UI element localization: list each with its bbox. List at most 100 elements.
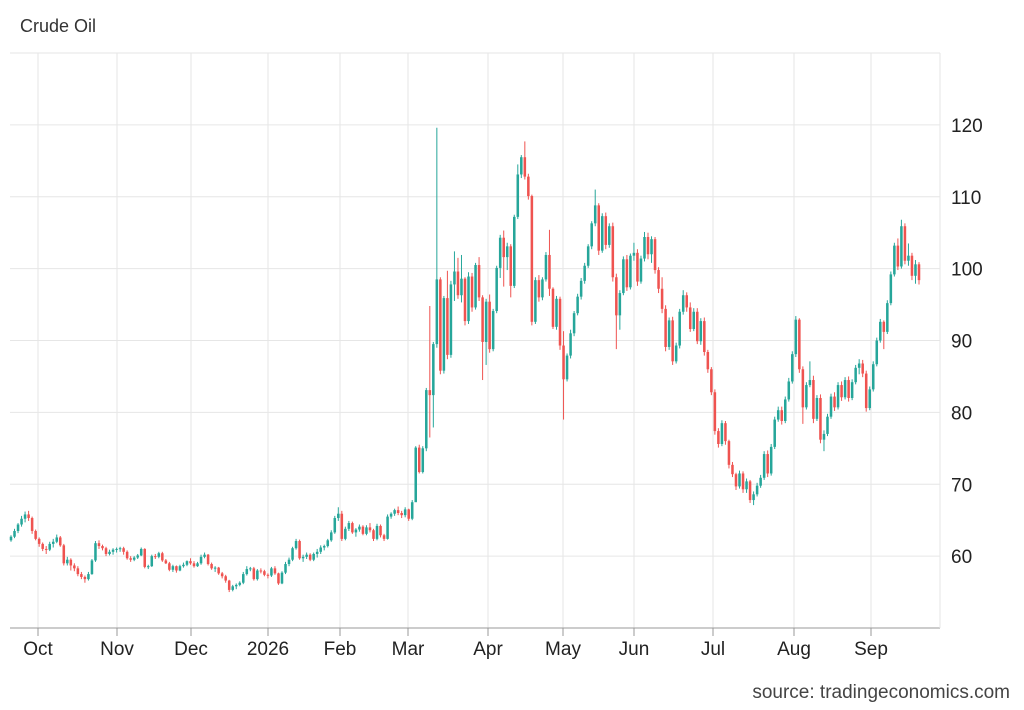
y-tick-label: 100 — [951, 260, 983, 281]
candle — [122, 546, 125, 555]
candle-body — [699, 321, 703, 342]
candle-body — [864, 373, 868, 409]
candle-body — [456, 271, 460, 296]
candle-body — [59, 537, 62, 546]
candle — [410, 500, 414, 521]
candle — [379, 524, 382, 538]
candle — [692, 308, 696, 332]
candle-body — [527, 176, 530, 197]
candle — [442, 295, 446, 374]
candle — [393, 508, 396, 516]
candle-body — [347, 523, 351, 529]
candle — [875, 337, 879, 367]
candle-body — [917, 264, 921, 281]
candle — [562, 331, 565, 420]
candle-body — [192, 563, 196, 567]
candle — [125, 550, 129, 560]
candle — [439, 277, 442, 375]
candle — [326, 538, 330, 548]
candle-body — [73, 565, 76, 569]
candle — [498, 234, 502, 278]
candle — [815, 395, 819, 421]
candle-body — [847, 380, 850, 398]
candle-body — [340, 513, 344, 539]
candle — [713, 389, 717, 435]
candle-body — [256, 570, 259, 580]
candle — [168, 561, 171, 572]
candle-body — [407, 509, 410, 519]
candle — [783, 396, 787, 424]
candle — [558, 296, 562, 350]
candle-body — [157, 553, 161, 557]
candle-body — [657, 270, 660, 289]
candle — [840, 381, 843, 401]
candle — [136, 553, 139, 559]
candle — [481, 295, 484, 381]
candle — [115, 547, 118, 553]
candle-body — [301, 556, 305, 559]
axes — [10, 52, 941, 636]
candle-body — [182, 564, 185, 567]
candle — [382, 533, 386, 542]
candle — [798, 318, 801, 373]
candle — [9, 535, 13, 542]
candle — [474, 262, 477, 310]
candle-body — [871, 364, 875, 390]
candle — [161, 551, 164, 562]
candle-body — [541, 279, 544, 298]
candle-body — [410, 502, 414, 519]
candle-body — [171, 566, 175, 570]
candle-body — [629, 255, 632, 288]
candle — [520, 155, 523, 179]
candle — [238, 581, 242, 587]
candle-body — [463, 278, 467, 322]
candle-body — [590, 223, 593, 247]
candle — [660, 277, 664, 314]
candle — [242, 571, 245, 585]
candle-body — [685, 295, 688, 308]
candle — [108, 549, 111, 556]
candle-body — [903, 226, 907, 261]
candle — [139, 547, 143, 557]
candle — [104, 546, 108, 557]
candle-body — [34, 530, 37, 539]
candle-body — [189, 561, 192, 564]
candle-body — [748, 481, 752, 501]
candle — [66, 556, 69, 566]
candle — [217, 566, 220, 575]
candle — [13, 528, 16, 539]
candle — [287, 557, 291, 567]
candle-body — [829, 396, 833, 417]
x-tick-label: Dec — [174, 639, 208, 660]
candle-body — [886, 303, 889, 332]
candle — [703, 317, 706, 356]
candle — [129, 556, 132, 562]
candle-body — [291, 548, 294, 560]
x-tick-label: Jul — [701, 639, 725, 660]
candle — [622, 256, 625, 296]
candle — [206, 553, 210, 566]
candle — [509, 244, 513, 298]
candle-body — [720, 423, 724, 444]
candle — [910, 252, 914, 281]
candle-body — [551, 288, 555, 327]
candle-body — [724, 423, 727, 442]
candle-body — [741, 473, 745, 490]
candle-body — [206, 554, 210, 565]
candle-body — [333, 518, 337, 533]
candle-body — [312, 553, 315, 560]
candle — [685, 292, 688, 312]
candle-body — [678, 311, 681, 346]
candle — [189, 558, 192, 565]
candle — [73, 563, 76, 572]
candle — [171, 564, 175, 572]
candle-body — [766, 454, 769, 474]
candle — [741, 471, 745, 493]
candle-body — [329, 532, 333, 541]
candle — [530, 194, 534, 326]
candle — [277, 572, 280, 585]
candle — [650, 236, 653, 263]
candle-body — [470, 276, 474, 308]
candle-body — [83, 576, 87, 580]
candle-body — [843, 380, 847, 398]
